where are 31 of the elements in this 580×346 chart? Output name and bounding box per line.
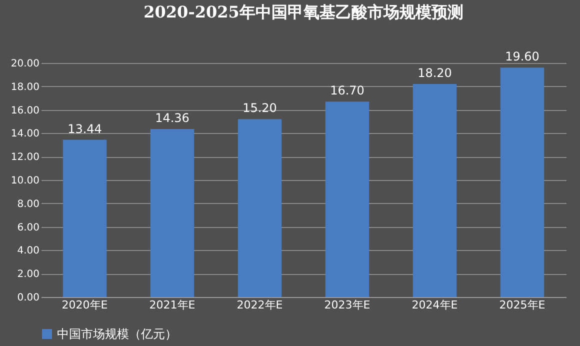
y-tick-label: 12.00 (10, 152, 40, 164)
y-tick-label: 14.00 (10, 128, 40, 140)
x-tick-label: 2020年E (62, 298, 108, 312)
x-tick-label: 2022年E (236, 298, 283, 312)
bar (325, 102, 370, 297)
x-tick-label: 2023年E (324, 298, 370, 312)
data-label: 13.44 (68, 122, 102, 136)
chart-title: 2020-2025年中国甲氧基乙酸市场规模预测 (144, 2, 464, 22)
data-label: 19.60 (505, 50, 540, 64)
y-tick-label: 6.00 (17, 222, 40, 234)
bar (62, 140, 107, 297)
data-label: 18.20 (418, 66, 452, 80)
bar (500, 68, 544, 297)
y-tick-label: 2.00 (17, 269, 40, 280)
y-tick-label: 18.00 (10, 82, 40, 93)
x-tick-label: 2021年E (149, 298, 196, 312)
data-label: 16.70 (330, 84, 364, 98)
y-tick-label: 16.00 (10, 105, 40, 116)
data-label: 15.20 (242, 101, 277, 116)
y-tick-label: 8.00 (17, 198, 40, 210)
data-label: 14.36 (155, 110, 190, 125)
y-tick-label: 0.00 (17, 292, 40, 304)
x-tick-label: 2025年E (499, 298, 546, 312)
x-tick-label: 2024年E (412, 298, 458, 312)
bar (150, 128, 194, 297)
legend-label: 中国市场规模（亿元） (57, 327, 177, 341)
y-tick-label: 20.00 (10, 58, 40, 70)
y-tick-label: 4.00 (17, 246, 40, 257)
bar (238, 119, 282, 297)
bar (412, 84, 457, 297)
y-tick-label: 10.00 (10, 176, 40, 186)
